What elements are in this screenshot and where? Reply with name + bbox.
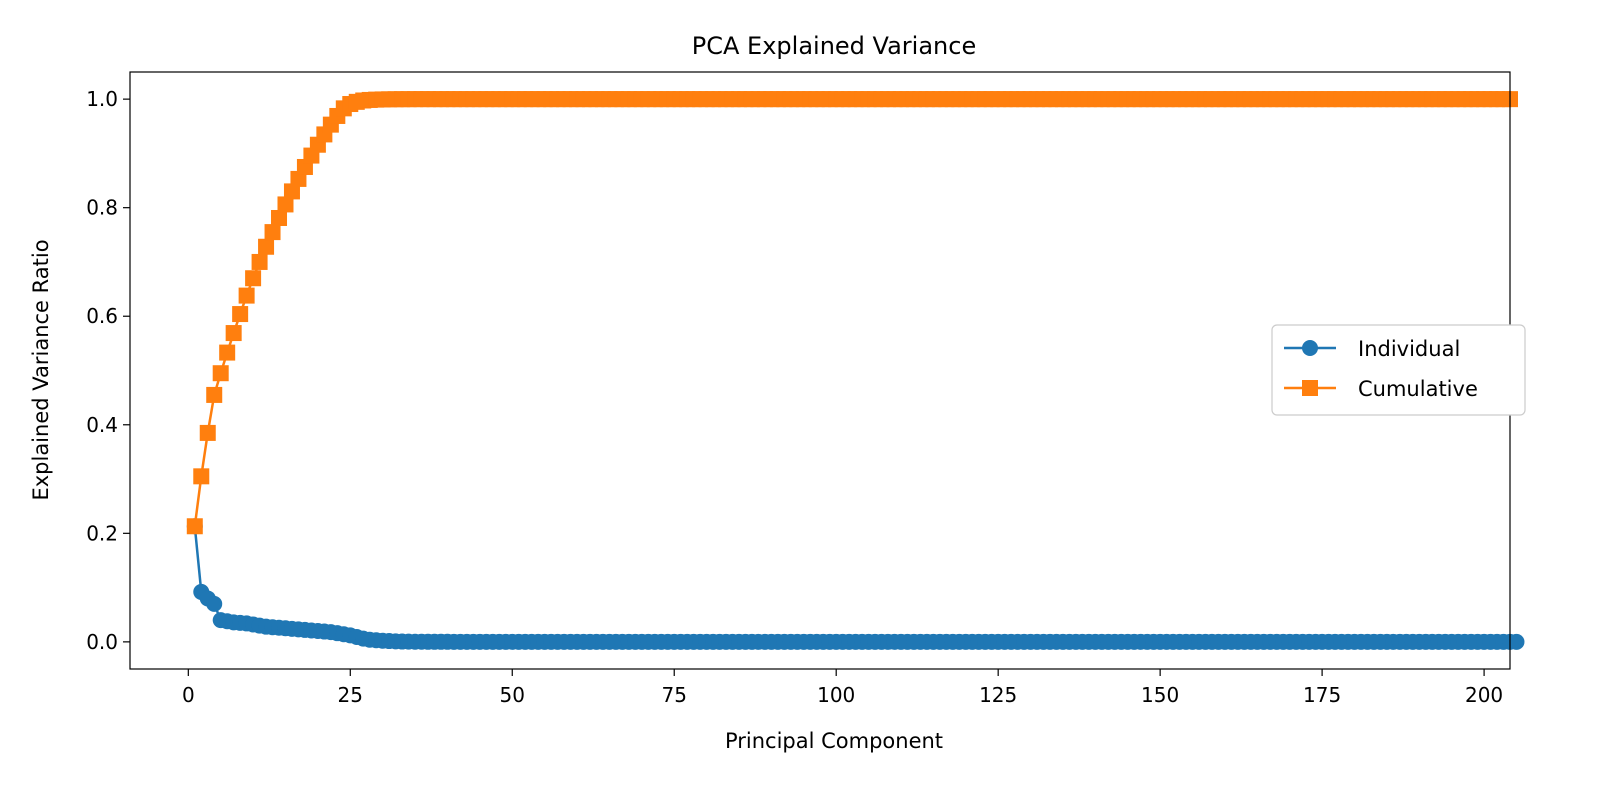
data-point-cumulative — [251, 253, 268, 270]
x-tick-label: 200 — [1465, 683, 1503, 707]
x-tick-label: 150 — [1141, 683, 1179, 707]
data-point-cumulative — [232, 306, 249, 323]
plot-area — [186, 91, 1525, 650]
x-tick-label: 100 — [817, 683, 855, 707]
data-point-cumulative — [212, 365, 229, 382]
x-tick-label: 125 — [979, 683, 1017, 707]
data-point-cumulative — [219, 344, 236, 361]
x-tick-label: 50 — [500, 683, 525, 707]
legend-marker-individual — [1302, 340, 1318, 356]
data-point-cumulative — [271, 209, 288, 226]
x-axis-label: Principal Component — [725, 729, 943, 753]
x-tick-label: 25 — [338, 683, 363, 707]
y-tick-label: 0.8 — [86, 196, 118, 220]
y-tick-label: 1.0 — [86, 87, 118, 111]
data-point-cumulative — [277, 196, 294, 213]
legend-marker-cumulative — [1302, 380, 1318, 396]
data-point-cumulative — [264, 224, 281, 241]
legend-label-individual: Individual — [1358, 337, 1460, 361]
data-point-cumulative — [258, 238, 275, 255]
legend-label-cumulative: Cumulative — [1358, 377, 1478, 401]
x-tick-label: 175 — [1303, 683, 1341, 707]
x-tick-label: 75 — [661, 683, 686, 707]
x-tick-label: 0 — [182, 683, 195, 707]
data-point-cumulative — [206, 386, 223, 403]
series-markers-individual — [186, 518, 1525, 650]
data-point-cumulative — [225, 325, 242, 342]
chart-title: PCA Explained Variance — [692, 32, 976, 60]
y-axis: 0.0 0.2 0.4 0.6 0.8 1.0 — [86, 87, 130, 654]
y-tick-label: 0.6 — [86, 304, 118, 328]
legend: Individual Cumulative — [1271, 324, 1526, 416]
series-markers-cumulative — [186, 91, 1518, 535]
data-point-cumulative — [193, 468, 210, 485]
y-tick-label: 0.0 — [86, 630, 118, 654]
data-point-cumulative — [238, 287, 255, 304]
data-point-cumulative — [186, 518, 203, 535]
x-axis: 0 25 50 75 100 125 150 175 200 — [182, 669, 1503, 707]
y-tick-label: 0.2 — [86, 521, 118, 545]
data-point-cumulative — [245, 270, 262, 287]
data-point-cumulative — [199, 424, 216, 441]
y-tick-label: 0.4 — [86, 413, 118, 437]
data-point-individual — [1508, 633, 1525, 650]
data-point-cumulative — [283, 183, 300, 200]
data-point-individual — [206, 595, 223, 612]
y-axis-label: Explained Variance Ratio — [29, 239, 53, 500]
